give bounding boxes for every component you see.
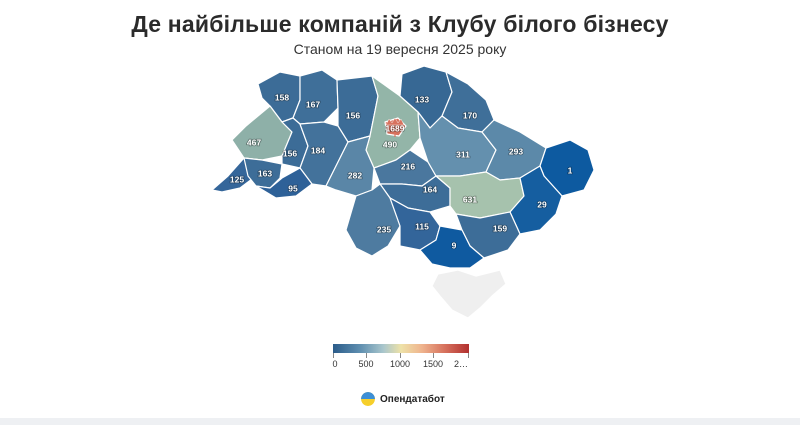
region-ivano-frankivsk[interactable]: [243, 157, 283, 189]
region-value-label: 1689: [386, 123, 405, 133]
region-value-label: 184: [311, 145, 325, 155]
legend-label: 2…: [453, 359, 469, 369]
ukraine-flag-circle-icon: [361, 392, 375, 406]
region-value-label: 156: [346, 110, 360, 120]
region-value-label: 95: [288, 183, 298, 193]
footer-strip: [0, 418, 800, 425]
region-value-label: 156: [283, 148, 297, 158]
region-chernivtsi[interactable]: [255, 167, 313, 199]
region-value-label: 490: [383, 139, 397, 149]
region-value-label: 158: [275, 92, 289, 102]
legend-label: 500: [358, 359, 374, 369]
region-value-label: 115: [415, 221, 429, 231]
legend-labels: 0 500 1000 1500 2…: [332, 359, 469, 371]
region-crimea[interactable]: [431, 269, 507, 319]
region-value-label: 235: [377, 224, 391, 234]
region-value-label: 1: [568, 165, 573, 175]
region-value-label: 9: [452, 240, 457, 250]
legend-gradient-bar: [333, 344, 469, 353]
legend-label: 0: [332, 359, 338, 369]
legend-ticks: [333, 353, 469, 359]
region-value-label: 631: [463, 194, 477, 204]
region-value-label: 167: [306, 99, 320, 109]
region-value-label: 293: [509, 146, 523, 156]
legend-label: 1000: [389, 359, 411, 369]
brand-logo[interactable]: Опендатабот: [361, 392, 445, 406]
region-value-label: 282: [348, 170, 362, 180]
region-kherson[interactable]: [419, 225, 485, 269]
map-title: Де найбільше компаній з Клубу білого біз…: [131, 11, 669, 37]
region-value-label: 163: [258, 168, 272, 178]
region-value-label: 125: [230, 174, 244, 184]
region-value-label: 170: [463, 110, 477, 120]
ukraine-choropleth-map: 158 167 156 490 1689 133 170 467 156 184 282 216 311…: [211, 65, 595, 319]
region-value-label: 311: [456, 149, 470, 159]
region-value-label: 164: [423, 184, 437, 194]
legend-label: 1500: [422, 359, 444, 369]
region-value-label: 216: [401, 161, 415, 171]
region-value-label: 29: [537, 199, 547, 209]
region-value-label: 467: [247, 137, 261, 147]
region-value-label: 159: [493, 223, 507, 233]
brand-name: Опендатабот: [380, 393, 445, 405]
color-legend: 0 500 1000 1500 2…: [332, 344, 469, 371]
region-value-label: 133: [415, 94, 429, 104]
region-rivne[interactable]: [292, 69, 339, 125]
map-subtitle: Станом на 19 вересня 2025 року: [293, 41, 507, 57]
city-marker-icon: [385, 117, 405, 137]
region-donetsk[interactable]: [509, 165, 563, 235]
